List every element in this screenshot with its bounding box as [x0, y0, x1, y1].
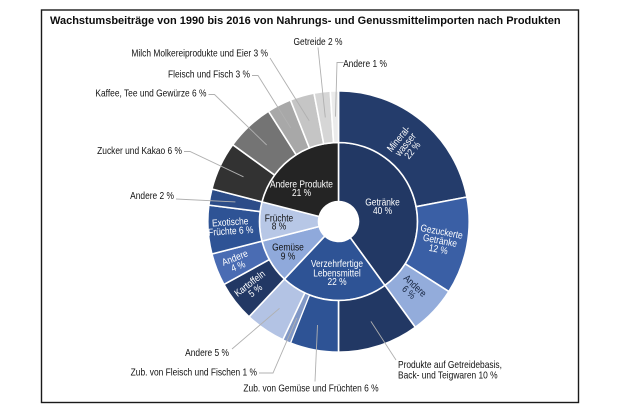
svg-text:Früchte 6 %: Früchte 6 %: [208, 224, 254, 238]
svg-text:Milch Molkereiprodukte und Eie: Milch Molkereiprodukte und Eier 3 %: [131, 48, 268, 59]
svg-text:Fleisch und Fisch 3 %: Fleisch und Fisch 3 %: [168, 69, 250, 80]
svg-text:Verzehrfertige: Verzehrfertige: [311, 258, 363, 269]
svg-text:Andere 1 %: Andere 1 %: [343, 58, 387, 69]
svg-text:Andere 5 %: Andere 5 %: [185, 347, 229, 358]
svg-text:Kaffee, Tee und Gewürze 6 %: Kaffee, Tee und Gewürze 6 %: [95, 88, 206, 99]
svg-text:22 %: 22 %: [327, 276, 346, 287]
svg-text:Früchte: Früchte: [265, 213, 293, 224]
svg-text:Produkte auf Getreidebasis,: Produkte auf Getreidebasis,: [398, 359, 502, 370]
svg-text:4 %: 4 %: [229, 259, 246, 274]
svg-text:Getränke: Getränke: [365, 197, 399, 208]
svg-text:9 %: 9 %: [281, 251, 295, 262]
svg-text:Zub. von Gemüse und Früchten 6: Zub. von Gemüse und Früchten 6 %: [243, 383, 378, 394]
svg-text:8 %: 8 %: [272, 221, 286, 232]
svg-text:Andere 2 %: Andere 2 %: [130, 191, 174, 202]
svg-text:Zub. von Fleisch und Fischen 1: Zub. von Fleisch und Fischen 1 %: [131, 367, 257, 378]
svg-text:Lebensmittel: Lebensmittel: [313, 268, 361, 279]
svg-text:Wachstumsbeiträge von 1990 bis: Wachstumsbeiträge von 1990 bis 2016 von …: [50, 15, 561, 27]
svg-text:Exotische: Exotische: [212, 216, 249, 229]
svg-text:Zucker und Kakao 6 %: Zucker und Kakao 6 %: [97, 145, 182, 156]
svg-text:Back- und Teigwaren 10 %: Back- und Teigwaren 10 %: [398, 370, 498, 381]
svg-text:Gemüse: Gemüse: [272, 242, 304, 253]
svg-text:Andere Produkte: Andere Produkte: [270, 179, 333, 190]
svg-text:12 %: 12 %: [428, 242, 449, 256]
svg-text:21 %: 21 %: [292, 188, 311, 199]
svg-text:40 %: 40 %: [373, 206, 392, 217]
svg-text:Getreide 2 %: Getreide 2 %: [294, 36, 343, 47]
